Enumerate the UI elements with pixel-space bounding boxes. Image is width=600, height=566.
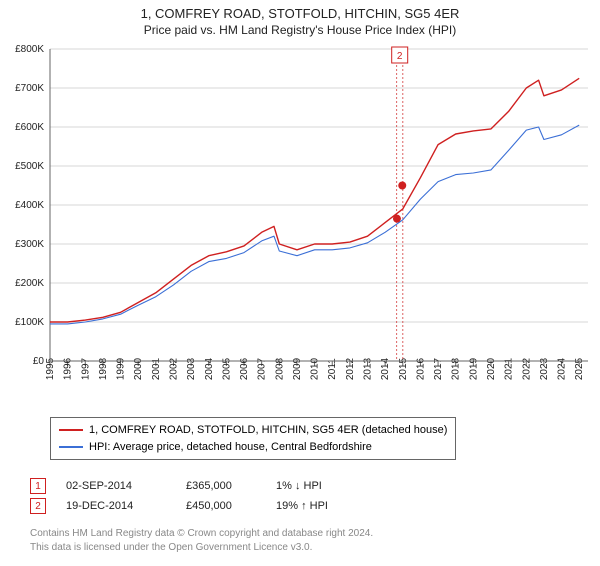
sale-marker: 2 [30, 498, 46, 514]
sales-table: 1 02-SEP-2014£365,0001% ↓ HPI 2 19-DEC-2014… [30, 476, 366, 516]
sale-row: 2 19-DEC-2014£450,00019% ↑ HPI [30, 496, 366, 516]
sale-date: 19-DEC-2014 [66, 500, 186, 512]
sale-price: £450,000 [186, 500, 276, 512]
chart-area: £0 £100K £200K £300K £400K £500K £600K £700K £80… [0, 41, 600, 421]
sale-date: 02-SEP-2014 [66, 480, 186, 492]
footer-attribution: Contains HM Land Registry data © Crown c… [30, 527, 373, 554]
footer-line-2: This data is licensed under the Open Gov… [30, 541, 373, 555]
legend-color-swatch [59, 429, 83, 431]
svg-text:£400K: £400K [15, 200, 44, 211]
sale-marker: 1 [30, 478, 46, 494]
page-subtitle: Price paid vs. HM Land Registry's House … [0, 23, 600, 37]
legend-label: HPI: Average price, detached house, Cent… [89, 439, 372, 456]
svg-text:£800K: £800K [15, 44, 44, 55]
svg-text:£200K: £200K [15, 278, 44, 289]
legend-row: HPI: Average price, detached house, Cent… [59, 439, 447, 456]
svg-text:£600K: £600K [15, 122, 44, 133]
footer-line-1: Contains HM Land Registry data © Crown c… [30, 527, 373, 541]
svg-text:2: 2 [397, 51, 403, 62]
page-title: 1, COMFREY ROAD, STOTFOLD, HITCHIN, SG5 … [0, 6, 600, 21]
sale-pct-vs-hpi: 19% ↑ HPI [276, 500, 366, 512]
svg-text:£700K: £700K [15, 83, 44, 94]
line-chart: £0 £100K £200K £300K £400K £500K £600K £700K £80… [0, 41, 600, 421]
svg-text:£0: £0 [33, 356, 45, 367]
legend-row: 1, COMFREY ROAD, STOTFOLD, HITCHIN, SG5 … [59, 422, 447, 439]
legend-color-swatch [59, 446, 83, 448]
svg-text:£300K: £300K [15, 239, 44, 250]
sale-price: £365,000 [186, 480, 276, 492]
sale-row: 1 02-SEP-2014£365,0001% ↓ HPI [30, 476, 366, 496]
sale-pct-vs-hpi: 1% ↓ HPI [276, 480, 366, 492]
legend-label: 1, COMFREY ROAD, STOTFOLD, HITCHIN, SG5 … [89, 422, 447, 439]
legend: 1, COMFREY ROAD, STOTFOLD, HITCHIN, SG5 … [50, 417, 456, 460]
svg-text:£100K: £100K [15, 317, 44, 328]
svg-text:£500K: £500K [15, 161, 44, 172]
